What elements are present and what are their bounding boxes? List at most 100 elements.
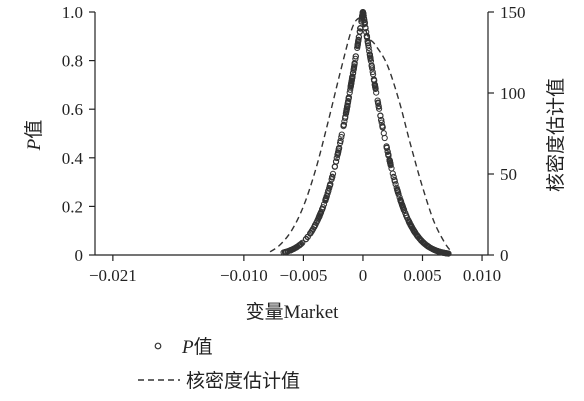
legend-label-kde: 核密度估计值 <box>186 370 300 392</box>
left-tick-label: 0.6 <box>62 100 83 119</box>
p-value-point <box>358 16 365 23</box>
p-value-point <box>349 73 356 80</box>
p-value-point <box>363 28 370 36</box>
p-value-point <box>366 48 373 55</box>
right-tick-label: 150 <box>500 3 526 22</box>
p-value-point <box>352 53 359 60</box>
p-value-point <box>337 137 344 144</box>
p-value-point <box>383 143 390 150</box>
p-value-point <box>338 131 345 138</box>
legend: P值 核密度估计值 <box>138 336 300 392</box>
p-value-point <box>400 206 408 214</box>
p-value-point <box>345 94 352 102</box>
left-axis-title-rest: 值 <box>23 120 45 139</box>
p-value-point <box>391 176 398 184</box>
p-value-point <box>309 226 317 233</box>
p-value-point <box>375 102 382 110</box>
p-value-point <box>355 34 362 41</box>
p-value-point <box>340 121 347 128</box>
p-value-point <box>371 77 378 84</box>
p-value-point <box>363 33 370 40</box>
p-value-point <box>354 44 361 52</box>
p-value-point <box>290 245 297 252</box>
x-axis-ticks: −0.021 −0.010 −0.005 0 0.005 0.010 <box>89 255 501 285</box>
p-value-point <box>329 173 336 180</box>
p-value-point <box>392 181 399 188</box>
p-value-point <box>304 233 311 241</box>
left-tick-label: 0.4 <box>62 149 84 168</box>
left-tick-label: 0 <box>75 246 84 265</box>
p-value-point <box>319 205 326 213</box>
left-axis-title: P值 <box>23 120 45 152</box>
p-value-point <box>297 241 304 248</box>
p-value-point <box>359 13 366 21</box>
p-value-point <box>372 84 379 92</box>
right-axis-ticks: 0 50 100 150 <box>488 3 526 265</box>
p-value-point <box>364 39 371 46</box>
x-tick-label: −0.010 <box>220 266 268 285</box>
p-value-point <box>366 51 373 58</box>
p-value-point <box>352 55 359 63</box>
p-value-point <box>368 62 375 69</box>
plot-area: −0.021 −0.010 −0.005 0 0.005 0.010 0 0.2 0.4 0.6… <box>62 3 526 285</box>
p-value-point <box>354 41 361 48</box>
p-value-point <box>342 110 349 117</box>
p-value-point <box>362 24 369 31</box>
p-value-point <box>380 130 387 137</box>
p-value-point <box>313 219 320 226</box>
left-tick-label: 1.0 <box>62 3 83 22</box>
p-value-point <box>323 193 330 200</box>
p-value-point <box>378 116 385 124</box>
x-tick-label: −0.021 <box>89 266 137 285</box>
p-value-point <box>411 228 418 235</box>
p-value-point <box>390 173 397 180</box>
p-value-point <box>350 64 358 71</box>
p-value-point <box>418 237 425 245</box>
p-value-point <box>365 42 372 49</box>
p-value-point <box>385 152 392 159</box>
p-value-point <box>342 115 349 122</box>
p-value-point <box>344 99 352 106</box>
legend-circle-marker <box>154 342 162 350</box>
p-value-points <box>280 9 452 257</box>
right-tick-label: 0 <box>500 246 509 265</box>
p-value-point <box>393 184 400 191</box>
p-value-point <box>376 105 383 112</box>
p-value-point <box>359 10 366 17</box>
p-value-point <box>335 145 343 152</box>
p-value-point <box>287 247 294 254</box>
left-axis-title-italic: P <box>24 138 45 151</box>
p-value-point <box>355 36 362 44</box>
left-axis-ticks: 0 0.2 0.4 0.6 0.8 1.0 <box>62 3 95 265</box>
p-value-point <box>334 150 341 157</box>
legend-label-pvalue: P值 <box>181 336 213 358</box>
p-value-point <box>384 148 391 155</box>
right-tick-label: 100 <box>500 84 526 103</box>
p-value-point <box>356 28 363 35</box>
x-tick-label: −0.005 <box>279 266 327 285</box>
p-value-point <box>329 170 337 177</box>
x-tick-label: 0.005 <box>403 266 441 285</box>
p-value-point <box>282 248 289 256</box>
p-value-point <box>349 70 357 77</box>
p-value-point <box>415 233 422 241</box>
p-value-point <box>295 242 302 249</box>
p-value-point <box>343 107 350 115</box>
p-value-point <box>338 134 345 141</box>
p-value-point <box>351 60 358 67</box>
p-value-point <box>379 124 386 131</box>
p-value-point <box>348 80 355 88</box>
right-axis-title: 核密度估计值 <box>545 78 567 192</box>
p-value-point <box>381 134 388 142</box>
legend-label-pvalue-rest: 值 <box>194 336 213 358</box>
p-value-point <box>424 243 431 250</box>
p-value-point <box>296 241 303 249</box>
p-value-point <box>394 189 401 196</box>
p-value-point <box>407 220 414 228</box>
left-tick-label: 0.8 <box>62 52 83 71</box>
p-value-point <box>347 83 354 90</box>
legend-label-pvalue-italic: P <box>181 337 194 358</box>
x-tick-label: 0.010 <box>463 266 501 285</box>
p-value-point <box>411 229 419 236</box>
